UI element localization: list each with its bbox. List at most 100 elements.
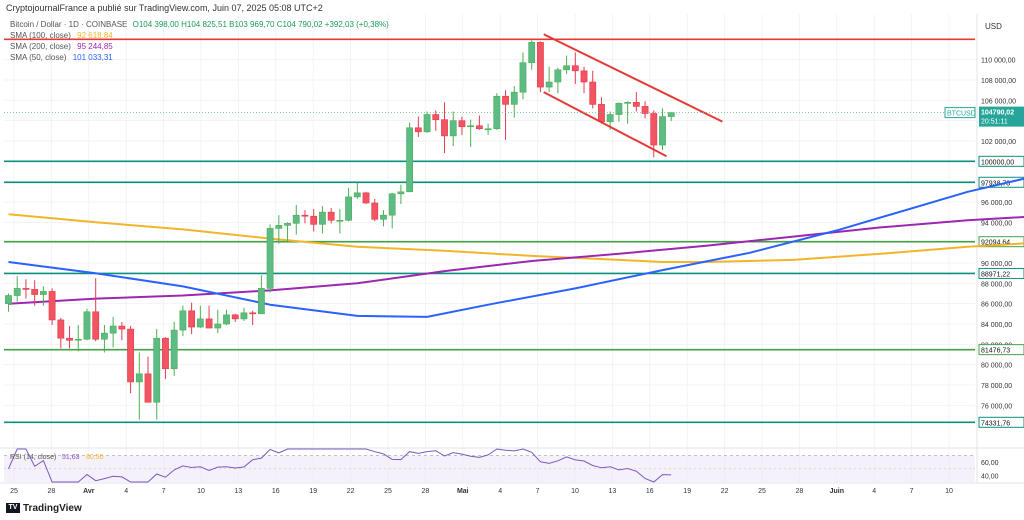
candle: [144, 373, 152, 403]
candle: [205, 318, 213, 329]
candle: [266, 228, 274, 289]
candle: [484, 128, 492, 131]
candle: [57, 319, 65, 339]
currency-label: USD: [985, 22, 1002, 31]
y-tick-label: 110 000,00: [981, 58, 1016, 65]
x-tick-label: Mai: [457, 488, 469, 495]
brand-name: TradingView: [23, 503, 82, 514]
rsi-signal-value: 60,50: [86, 454, 104, 461]
level-tag: [978, 236, 1024, 248]
candle: [214, 323, 222, 329]
level-label: 92094,64: [981, 240, 1010, 247]
legend-value-sma100: 92 618,84: [77, 31, 113, 40]
candle: [83, 311, 91, 340]
candle: [615, 103, 623, 115]
candle: [475, 125, 483, 130]
x-tick-label: 25: [384, 488, 392, 495]
candle: [5, 295, 12, 304]
candle: [292, 214, 300, 224]
legend-label-sma100: SMA (100, close): [10, 31, 71, 40]
channel-upper-line: [543, 33, 723, 123]
candle: [179, 310, 187, 331]
candle: [319, 211, 326, 225]
candle: [39, 291, 47, 295]
level-tag: [978, 416, 1024, 428]
sma-200-line: [8, 216, 1024, 305]
publisher-header: CryptojournalFrance a publié sur Trading…: [6, 3, 323, 13]
candle: [249, 312, 257, 315]
y-tick-label: 94 000,00: [981, 220, 1012, 227]
x-tick-label: 28: [48, 488, 56, 495]
sma-50-line: [8, 177, 1024, 318]
x-tick-label: 22: [721, 488, 729, 495]
candle: [449, 120, 457, 137]
legend-value-sma200: 95 244,85: [77, 42, 113, 51]
candle: [336, 219, 344, 222]
candle: [257, 288, 265, 315]
channel-lower-line: [543, 91, 667, 158]
x-tick-label: 22: [347, 488, 355, 495]
symbol-tag-label: BTCUSD: [947, 111, 976, 118]
candle: [231, 314, 239, 320]
y-tick-label: 88 000,00: [981, 281, 1012, 288]
candle: [519, 62, 527, 93]
legend-row-sma50[interactable]: SMA (50, close) 101 033,31: [10, 52, 389, 63]
y-tick-label: 96 000,00: [981, 200, 1012, 207]
candle: [22, 288, 30, 290]
candle: [432, 114, 440, 120]
candle: [74, 338, 82, 341]
legend-label-sma50: SMA (50, close): [10, 53, 67, 62]
rsi-line: [8, 448, 672, 483]
candle: [624, 102, 632, 104]
candle: [598, 104, 605, 122]
candle: [380, 214, 387, 220]
x-tick-label: 25: [758, 488, 766, 495]
footer-brand[interactable]: TV TradingView: [6, 503, 82, 514]
level-label: 100000,00: [981, 159, 1014, 166]
legend-row-sma100[interactable]: SMA (100, close) 92 618,84: [10, 30, 389, 41]
candle: [223, 314, 230, 325]
price-tag-value: 104790,02: [981, 110, 1014, 117]
x-tick-label: Juin: [830, 488, 844, 495]
candle: [667, 112, 675, 117]
y-tick-label: 108 000,00: [981, 78, 1016, 85]
x-tick-label: 28: [796, 488, 804, 495]
candle: [162, 337, 169, 370]
candle: [528, 42, 536, 63]
candle: [118, 325, 126, 330]
symbol-row: Bitcoin / Dollar · 1D · COINBASE O104 39…: [10, 19, 389, 30]
x-tick-label: 19: [309, 488, 317, 495]
candle: [48, 291, 56, 321]
candle: [109, 325, 117, 334]
candle: [170, 329, 178, 370]
candle: [371, 202, 379, 220]
x-tick-label: 28: [422, 488, 430, 495]
candle: [362, 192, 370, 204]
chart-legend: Bitcoin / Dollar · 1D · COINBASE O104 39…: [10, 19, 389, 63]
x-tick-label: 13: [609, 488, 617, 495]
legend-row-sma200[interactable]: SMA (200, close) 95 244,85: [10, 41, 389, 52]
x-tick-label: 16: [272, 488, 280, 495]
rsi-value: 51,63: [62, 454, 80, 461]
candle: [414, 127, 422, 133]
price-axis: [977, 0, 1024, 500]
sma-100-line: [8, 213, 1024, 263]
candle: [153, 337, 161, 403]
candle: [554, 69, 562, 83]
rsi-tick-label: 40,00: [981, 473, 999, 480]
y-tick-label: 76 000,00: [981, 403, 1012, 410]
level-label: 88971,22: [981, 271, 1010, 278]
ohlc-values: O104 398,00 H104 825,51 B103 969,70 C104…: [132, 20, 389, 29]
candle: [458, 120, 466, 128]
price-tag-countdown: 20:51:11: [981, 119, 1008, 126]
x-tick-label: 10: [945, 488, 953, 495]
symbol-tag: [944, 107, 976, 119]
rsi-tick-label: 60,00: [981, 460, 999, 467]
symbol-label: Bitcoin / Dollar · 1D · COINBASE: [10, 20, 128, 29]
publisher-text: CryptojournalFrance a publié sur Trading…: [6, 3, 323, 13]
x-tick-label: Avr: [83, 488, 95, 495]
candle: [580, 70, 588, 83]
x-tick-label: 4: [872, 488, 876, 495]
